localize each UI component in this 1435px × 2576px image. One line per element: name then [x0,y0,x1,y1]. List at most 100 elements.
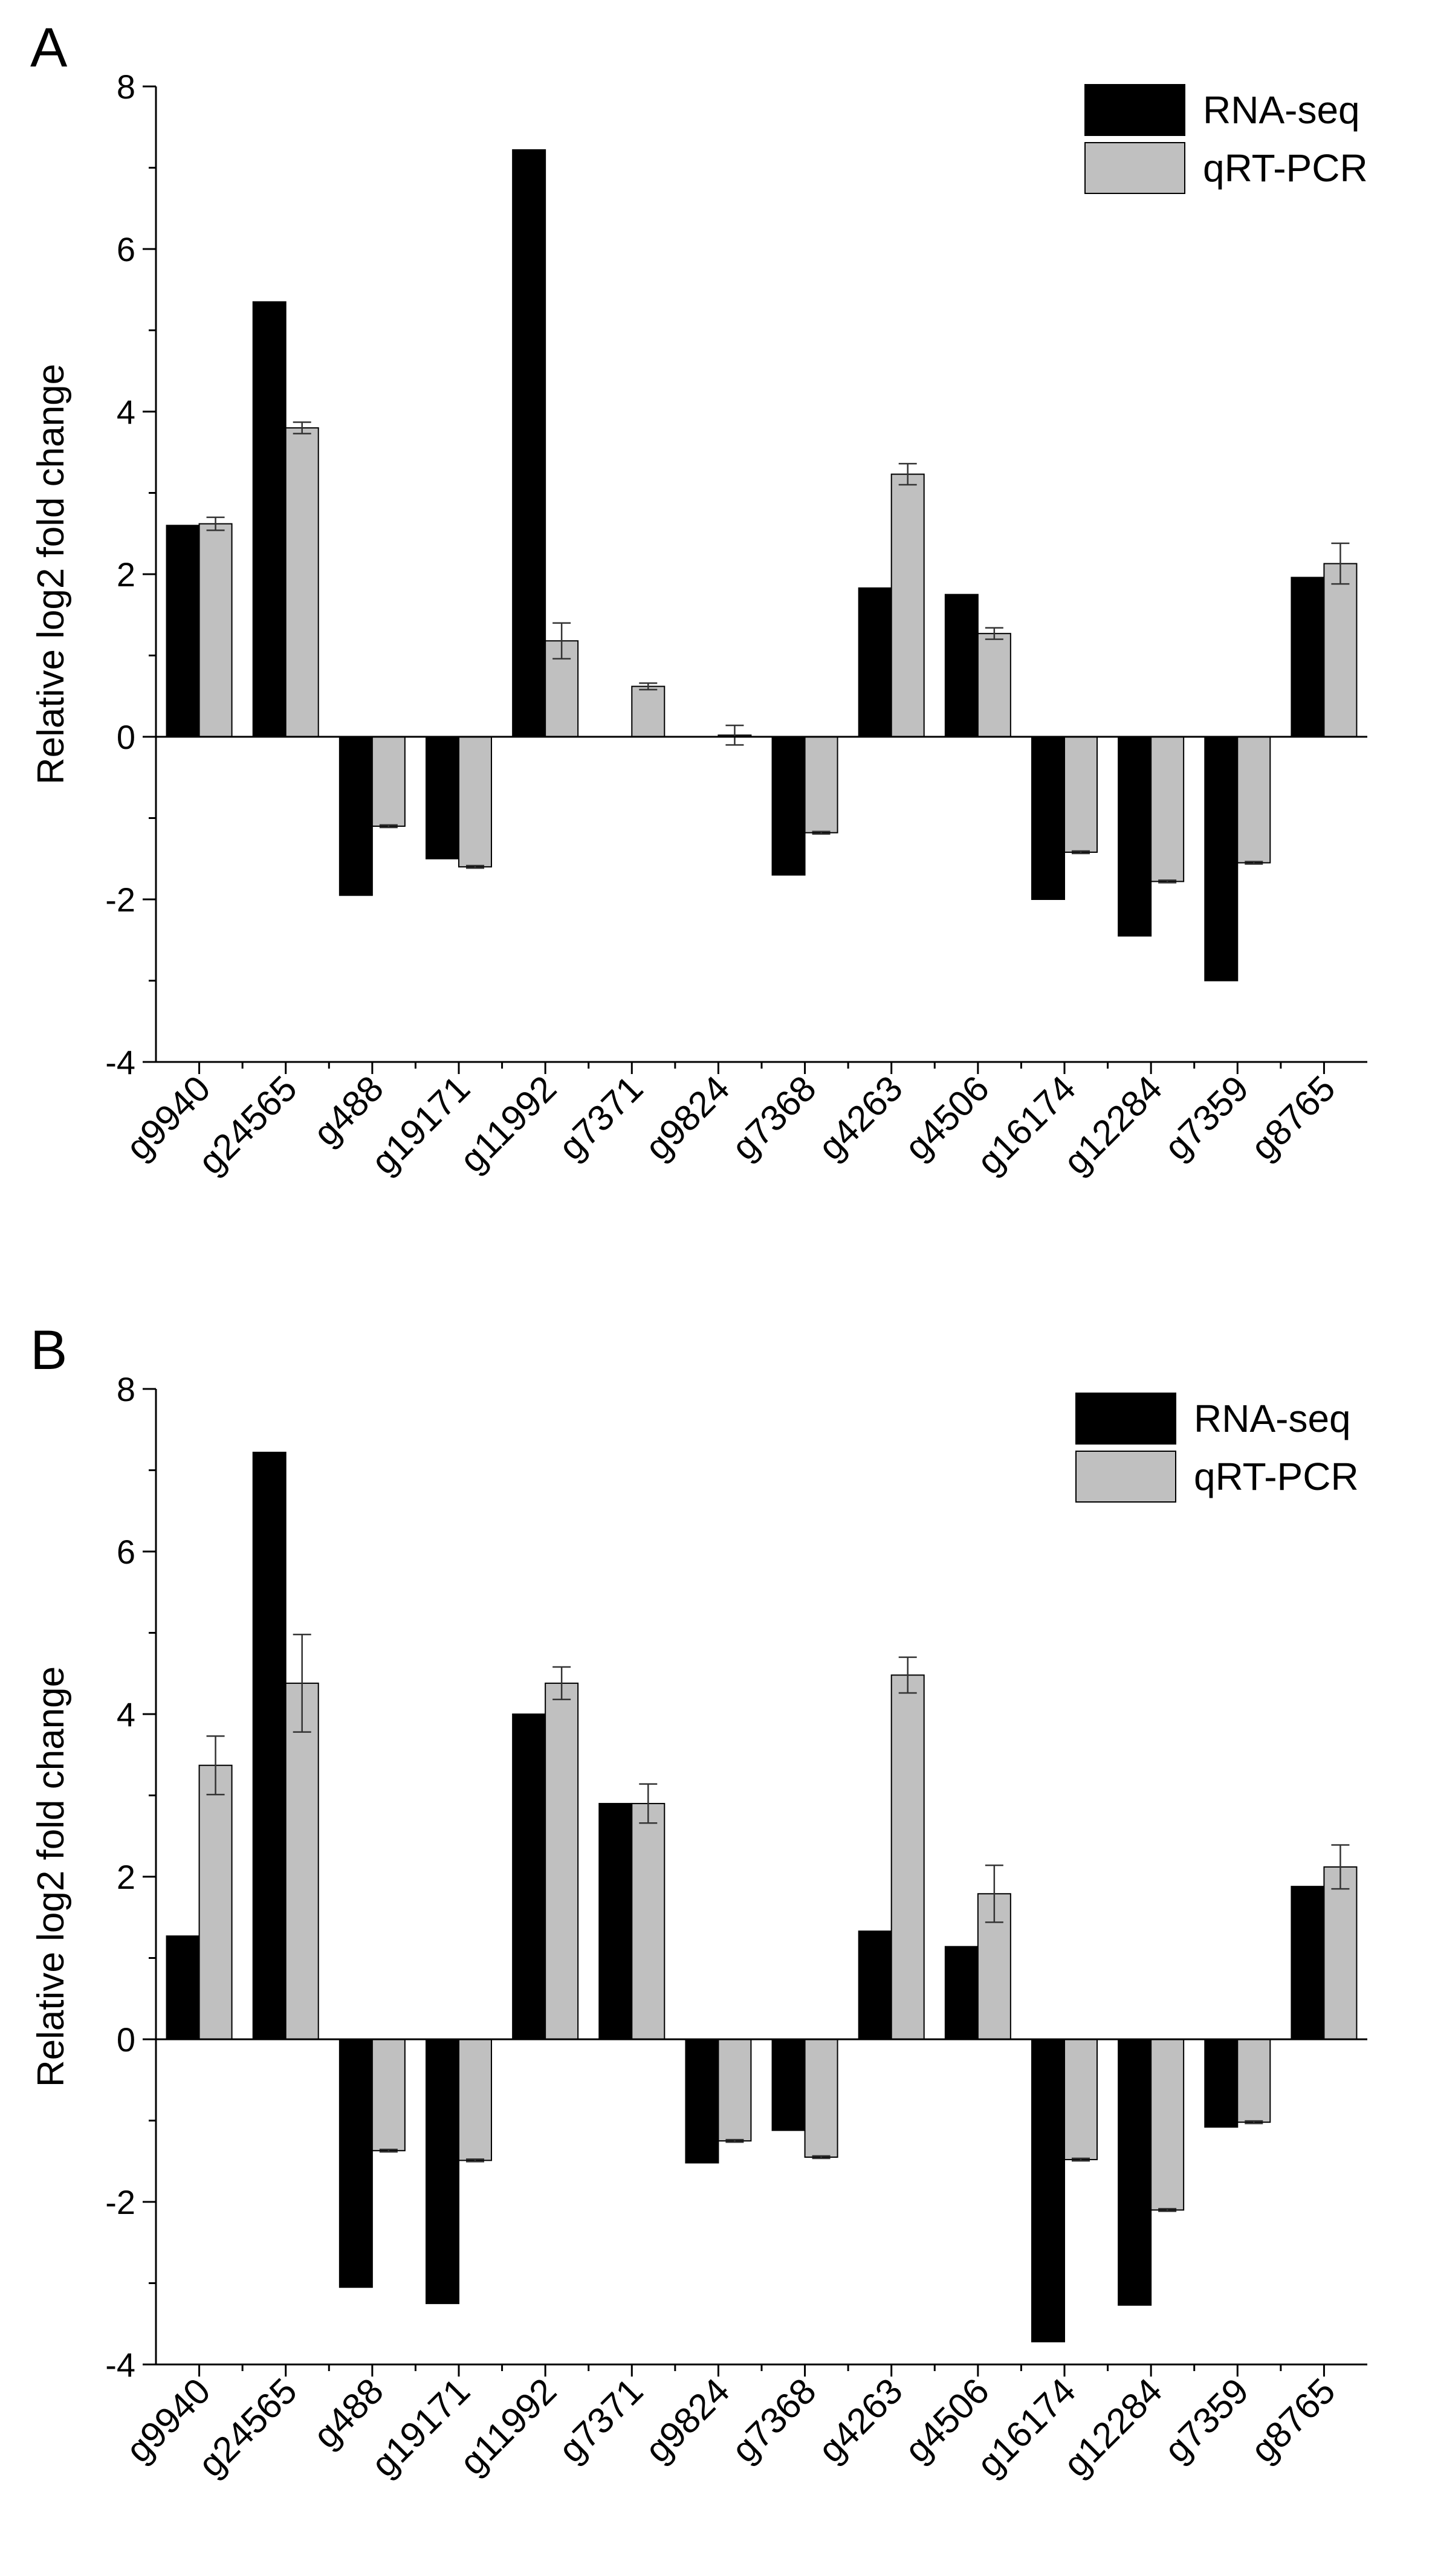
y-tick-label: 4 [117,1695,135,1733]
bar-rna-seq [1291,577,1325,737]
x-tick-label: g8765 [1243,1068,1343,1168]
y-axis-title: Relative log2 fold change [30,1666,72,2087]
bar-qrt-pcr [1323,563,1358,737]
bar-qrt-pcr [198,1764,233,2040]
bar-rna-seq [252,1451,287,2040]
legend-swatch [1084,142,1185,194]
bar-qrt-pcr [371,736,406,827]
bar-qrt-pcr [198,523,233,737]
x-tick-label: g16174 [969,2371,1083,2485]
bar-rna-seq [1291,1886,1325,2040]
y-tick-label: -4 [105,2346,135,2384]
x-tick-label: g7371 [551,1068,650,1168]
bar-qrt-pcr [458,2039,492,2161]
legend-swatch [1075,1451,1176,1503]
bar-qrt-pcr [458,736,492,868]
bar-qrt-pcr [285,1682,319,2040]
bar-qrt-pcr [1150,2039,1185,2211]
y-tick-label: 0 [117,718,135,756]
bar-qrt-pcr [977,633,1011,738]
bar-qrt-pcr [1064,2039,1098,2161]
x-tick-label: g11992 [452,2371,565,2483]
bar-qrt-pcr [804,2039,838,2158]
y-tick-label: 6 [117,1533,135,1571]
bar-rna-seq [1118,736,1152,937]
bar-rna-seq [944,1946,979,2040]
bar-rna-seq [685,2039,719,2164]
x-tick-label: g19171 [363,2371,478,2485]
legend: RNA-seq qRT-PCR [1075,1393,1359,1503]
x-tick-label: g24565 [190,2371,305,2485]
x-tick-label: g4263 [811,2371,910,2470]
x-tick-label: g7368 [724,1068,823,1168]
bar-rna-seq [166,525,200,737]
bar-qrt-pcr [545,1682,579,2040]
panel-label: B [30,1319,67,1381]
bar-rna-seq [512,149,546,738]
bar-rna-seq [771,2039,806,2131]
bar-rna-seq [1031,736,1065,900]
bar-qrt-pcr [1237,2039,1271,2123]
legend-swatch [1075,1393,1176,1445]
bar-qrt-pcr [1237,736,1271,864]
x-tick-label: g7359 [1156,2371,1256,2470]
bar-rna-seq [1204,736,1239,982]
bar-rna-seq [598,1802,633,2040]
y-axis-title: Relative log2 fold change [30,364,72,785]
bar-rna-seq [512,1714,546,2040]
bar-qrt-pcr [718,2039,752,2142]
bar-qrt-pcr [804,736,838,833]
y-tick-label: 6 [117,230,135,268]
y-tick-label: -2 [105,881,135,919]
bar-qrt-pcr [631,1802,666,2040]
bar-qrt-pcr [890,473,925,737]
legend-swatch [1084,84,1185,136]
bar-rna-seq [1031,2039,1065,2343]
bar-rna-seq [858,587,892,737]
y-tick-label: 0 [117,2021,135,2059]
x-tick-label: g7368 [724,2371,823,2470]
y-tick-label: 2 [117,555,135,594]
bar-rna-seq [252,301,287,737]
bar-rna-seq [1204,2039,1239,2128]
x-tick-label: g11992 [452,1068,565,1180]
bar-qrt-pcr [1150,736,1185,882]
x-tick-label: g9824 [637,1068,737,1168]
y-tick-label: -4 [105,1043,135,1081]
bar-qrt-pcr [1064,736,1098,853]
x-tick-label: g7371 [551,2371,650,2470]
bar-rna-seq [166,1935,200,2040]
x-tick-label: g9824 [637,2371,737,2470]
panel-label: A [30,17,68,79]
bar-qrt-pcr [631,685,666,737]
x-tick-label: g4263 [811,1068,910,1168]
y-tick-label: 8 [117,1370,135,1408]
legend-label: qRT-PCR [1194,1455,1359,1498]
legend-label: RNA-seq [1203,88,1360,132]
bar-qrt-pcr [1323,1866,1358,2040]
y-tick-label: -2 [105,2183,135,2221]
bar-qrt-pcr [890,1674,925,2040]
legend-label: qRT-PCR [1203,146,1368,190]
y-tick-label: 2 [117,1858,135,1896]
x-tick-label: g12284 [1055,2371,1170,2485]
x-tick-label: g8765 [1243,2371,1343,2470]
y-tick-label: 4 [117,393,135,431]
bar-rna-seq [858,1930,892,2040]
legend-label: RNA-seq [1194,1397,1351,1440]
bar-qrt-pcr [371,2039,406,2152]
x-tick-label: g7359 [1156,1068,1256,1168]
bar-rna-seq [339,736,373,896]
x-tick-label: g12284 [1055,1068,1170,1182]
bar-rna-seq [426,2039,459,2305]
bar-rna-seq [426,736,459,859]
bar-qrt-pcr [285,427,319,738]
bar-rna-seq [944,594,979,737]
bar-rna-seq [771,736,806,876]
bar-rna-seq [1118,2039,1152,2306]
x-tick-label: g16174 [969,1068,1083,1182]
legend: RNA-seq qRT-PCR [1084,84,1368,194]
